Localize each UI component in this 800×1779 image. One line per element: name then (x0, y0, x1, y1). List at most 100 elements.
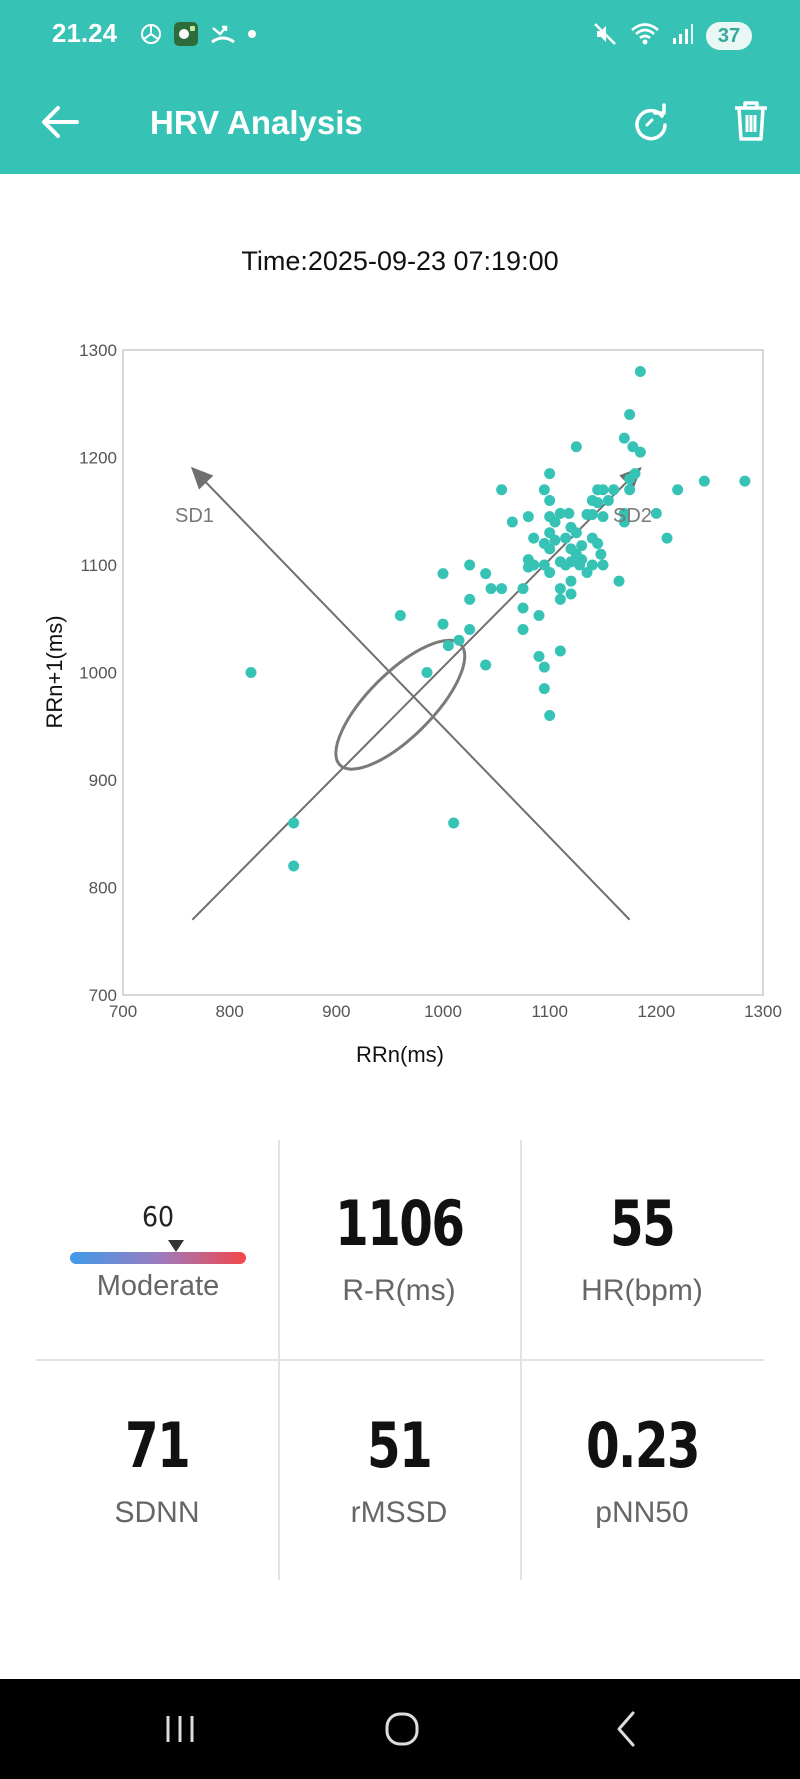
x-ticks: 700 800 900 1000 1100 1200 1300 (109, 1002, 782, 1021)
recents-button[interactable] (140, 1699, 220, 1759)
stress-scale-bar (70, 1252, 246, 1264)
y-tick-label: 1000 (79, 664, 117, 683)
rr-data-point (517, 583, 529, 595)
rr-data-point (480, 659, 492, 671)
rr-data-point (496, 583, 508, 595)
rr-data-point (538, 484, 550, 496)
rr-data-point (533, 610, 545, 622)
rr-data-point (528, 559, 540, 571)
rr-data-point (421, 667, 433, 678)
sdnn-value: 71 (124, 1409, 191, 1482)
rr-data-point (597, 511, 609, 523)
x-axis-label: RRn(ms) (356, 1042, 444, 1067)
rr-data-point (394, 610, 406, 622)
y-tick-label: 1300 (79, 341, 117, 360)
rr-data-point (563, 507, 575, 519)
y-ticks: 700 800 900 1000 1100 1200 1300 (79, 341, 117, 1005)
rr-data-point (517, 624, 529, 635)
rr-data-point (288, 817, 300, 829)
rr-data-point (618, 516, 630, 528)
rr-data-point (437, 568, 449, 580)
rr-data-point (554, 593, 566, 605)
rr-data-point (618, 432, 630, 444)
x-tick-label: 1300 (744, 1002, 782, 1021)
sd1-label: SD1 (175, 505, 214, 527)
rr-data-point (544, 710, 556, 721)
sd1-axis-line (190, 466, 631, 921)
rr-data-point (613, 575, 625, 587)
rr-data-point (522, 511, 534, 523)
rr-data-point (739, 475, 751, 487)
delete-button[interactable] (724, 94, 778, 148)
rr-data-point (496, 484, 508, 496)
home-icon (385, 1712, 419, 1746)
rr-data-point (442, 640, 454, 652)
rr-data-point (592, 538, 604, 549)
rr-data-point (485, 583, 497, 595)
rr-data-point (592, 497, 604, 509)
rr-data-point (570, 441, 582, 453)
back-button[interactable] (36, 98, 84, 146)
trash-icon (735, 101, 767, 141)
mute-icon (592, 21, 618, 52)
app-icon (172, 20, 200, 53)
rr-data-point (634, 446, 646, 458)
rmssd-label: rMSSD (350, 1496, 448, 1529)
rr-data-point (624, 409, 636, 420)
status-left-icons (140, 20, 258, 52)
y-tick-label: 1100 (80, 556, 117, 575)
x-tick-label: 1200 (637, 1002, 675, 1021)
back-nav-button[interactable] (586, 1699, 666, 1759)
rr-data-point (576, 554, 588, 566)
rr-data-point (538, 683, 550, 695)
rr-data-point (544, 567, 556, 579)
rr-data-point (448, 817, 460, 829)
sdnn-metric: 71 SDNN (36, 1410, 278, 1530)
x-tick-label: 700 (109, 1002, 137, 1021)
rr-data-point (634, 366, 646, 377)
rr-data-point (570, 527, 582, 539)
rr-label: R-R(ms) (342, 1274, 456, 1307)
rr-data-point (544, 543, 556, 555)
rmssd-value: 51 (366, 1409, 433, 1482)
rr-data-point (565, 588, 577, 600)
pnn50-value: 0.23 (585, 1409, 700, 1482)
y-tick-label: 900 (89, 771, 117, 790)
rmssd-metric: 51 rMSSD (278, 1410, 520, 1530)
app-bar: HRV Analysis (0, 72, 800, 174)
rr-data-point (549, 516, 561, 528)
stress-marker (167, 1240, 184, 1252)
poincare-chart: 700 800 900 1000 1100 1200 1300 700 800 900 1000 1… (0, 330, 800, 1080)
y-tick-label: 700 (89, 986, 117, 1005)
status-right-icons: 37 (592, 18, 752, 54)
hr-label: HR(bpm) (581, 1274, 703, 1307)
system-nav-bar (0, 1679, 800, 1779)
points-layer (245, 366, 751, 872)
home-button[interactable] (362, 1699, 442, 1759)
rr-data-point (544, 468, 556, 480)
hr-metric: 55 HR(bpm) (520, 1188, 764, 1308)
rr-metric: 1106 R-R(ms) (278, 1188, 520, 1308)
rr-data-point (480, 568, 492, 580)
sd-ellipse (334, 638, 467, 771)
y-tick-label: 800 (89, 879, 117, 898)
rr-data-point (437, 618, 449, 630)
rr-data-point (549, 534, 561, 546)
refresh-icon (635, 103, 667, 141)
x-tick-label: 900 (322, 1002, 350, 1021)
refresh-button[interactable] (624, 96, 678, 150)
hr-value: 55 (609, 1187, 676, 1260)
y-axis-label: RRn+1(ms) (42, 615, 67, 728)
rr-data-point (528, 532, 540, 544)
rr-data-point (533, 650, 545, 662)
rr-data-point (464, 593, 476, 605)
plot-frame (122, 349, 764, 996)
pnn50-metric: 0.23 pNN50 (520, 1410, 764, 1530)
x-tick-label: 1000 (424, 1002, 462, 1021)
rr-data-point (672, 484, 684, 496)
rr-data-point (464, 624, 476, 635)
y-tick-label: 1200 (79, 449, 117, 468)
pnn50-label: pNN50 (595, 1496, 689, 1529)
rr-data-point (245, 667, 257, 678)
